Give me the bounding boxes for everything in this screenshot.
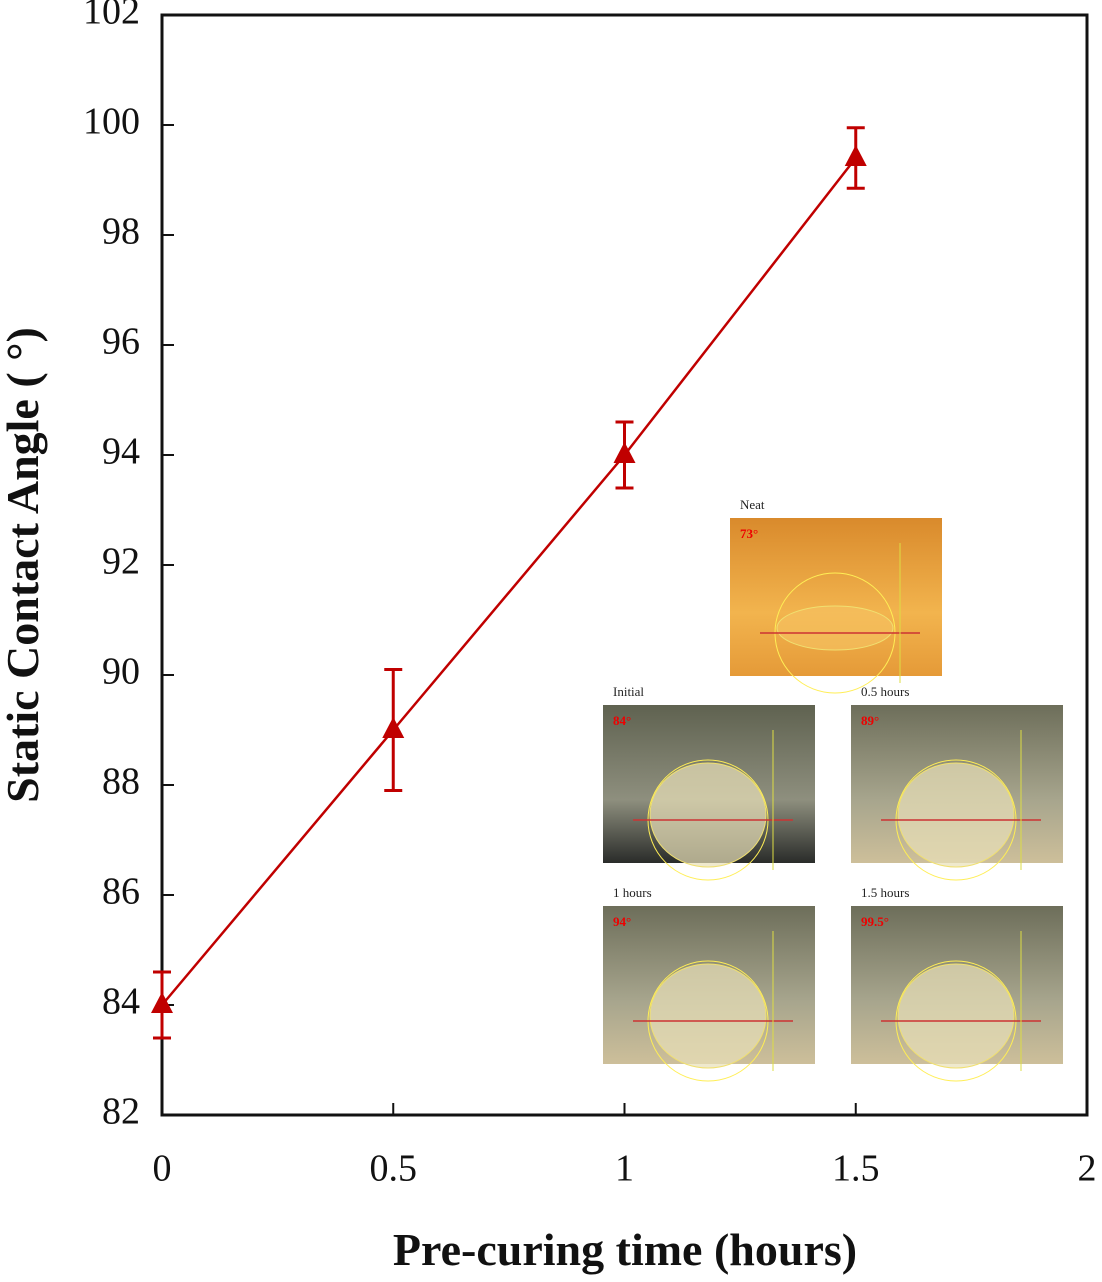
data-line [161,157,857,1006]
inset-title: Neat [740,497,765,512]
y-tick-label: 92 [102,541,140,583]
inset-title: Initial [613,684,644,699]
x-tick-label: 1.5 [832,1148,880,1190]
inset-title: 1.5 hours [861,885,909,900]
y-tick-label: 90 [102,651,140,693]
droplet [649,762,767,868]
marker [382,717,405,738]
inset-angle: 99.5° [861,914,889,929]
inset-title: 1 hours [613,885,652,900]
marker [151,992,173,1013]
marker [844,145,867,166]
y-tick-label: 98 [102,211,140,253]
y-tick-label: 96 [102,321,140,363]
y-tick-label: 86 [102,871,140,913]
inset-photo [730,518,942,676]
inset-title: 0.5 hours [861,684,909,699]
y-tick-label: 84 [102,981,140,1023]
inset-angle: 89° [861,713,879,728]
y-tick-label: 100 [83,101,140,143]
droplet [897,963,1015,1069]
y-axis-label: Static Contact Angle ( °) [0,327,48,803]
y-tick-label: 94 [102,431,140,473]
x-axis-label: Pre-curing time (hours) [393,1224,857,1275]
x-tick-label: 2 [1078,1148,1097,1190]
inset-angle: 84° [613,713,631,728]
droplet [897,762,1015,868]
x-tick-label: 0 [153,1148,172,1190]
x-tick-label: 1 [615,1148,634,1190]
inset-angle: 94° [613,914,631,929]
droplet [649,963,767,1069]
y-tick-label: 82 [102,1091,140,1133]
y-tick-label: 88 [102,761,140,803]
y-tick-label: 102 [83,0,140,33]
marker [613,442,636,463]
inset-angle: 73° [740,526,758,541]
droplet [776,605,894,651]
x-tick-label: 0.5 [370,1148,418,1190]
